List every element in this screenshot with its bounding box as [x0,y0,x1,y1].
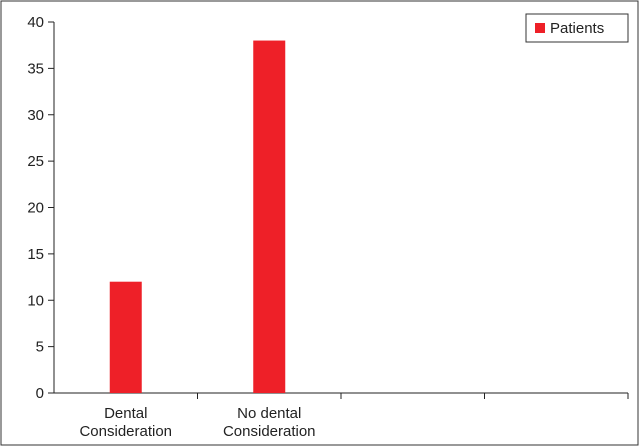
y-tick-label: 25 [27,153,44,170]
x-category-label: No dental [237,405,301,422]
bar [109,281,142,393]
y-tick-label: 10 [27,292,44,309]
y-tick-label: 5 [36,339,44,356]
bar [253,40,286,394]
bars [109,40,286,394]
legend-label: Patients [550,20,604,37]
legend: Patients [525,13,629,43]
x-category-label: Consideration [223,423,316,440]
x-category-label: Consideration [79,423,172,440]
y-tick-label: 15 [27,246,44,263]
y-tick-label: 40 [27,14,44,31]
y-tick-label: 30 [27,107,44,124]
y-tick-label: 35 [27,60,44,77]
legend-swatch [535,23,545,33]
axes [48,21,629,399]
y-tick-label: 20 [27,200,44,217]
y-tick-label: 0 [36,385,44,402]
x-category-label: Dental [104,405,147,422]
